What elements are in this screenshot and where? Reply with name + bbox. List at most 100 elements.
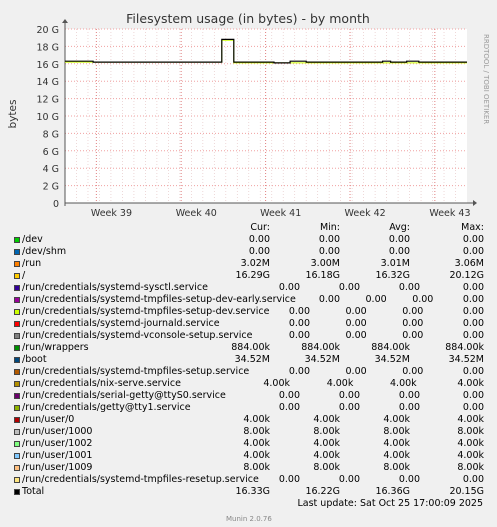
legend-swatch: [14, 309, 20, 315]
x-tick-label: Week 42: [345, 208, 386, 219]
legend-swatch: [14, 321, 20, 327]
y-axis-label: bytes: [7, 100, 19, 129]
legend-value-avg: 4.00k: [383, 438, 410, 449]
legend-row: /run/credentials/systemd-vconsole-setup.…: [0, 330, 497, 342]
legend-series-name: /run/user/1000: [22, 426, 93, 437]
legend-header-cur: Cur:: [250, 222, 270, 233]
legend-value-cur: 4.00k: [243, 450, 270, 461]
y-tick-label: 16 G: [37, 60, 59, 71]
legend-value-cur: 0.00: [248, 234, 270, 245]
legend-value-min: 0.00: [338, 474, 360, 485]
legend-value-max: 4.00k: [457, 414, 484, 425]
legend-series-name: /dev: [22, 234, 43, 245]
legend-row: /run/credentials/systemd-tmpfiles-setup-…: [0, 294, 497, 306]
legend-value-max: 4.00k: [457, 378, 484, 389]
legend-swatch: [14, 453, 20, 459]
legend-value-avg: 0.00: [388, 234, 410, 245]
legend-value-min: 34.52M: [304, 354, 340, 365]
legend-value-max: 20.12G: [449, 270, 484, 281]
legend-value-cur: 0.00: [288, 318, 310, 329]
legend-value-max: 884.00k: [445, 342, 484, 353]
legend-value-max: 4.00k: [457, 438, 484, 449]
y-tick-label: 8 G: [43, 129, 59, 140]
legend-value-min: 4.00k: [313, 414, 340, 425]
legend-swatch: [14, 417, 20, 423]
legend-value-min: 4.00k: [326, 378, 354, 389]
legend-value-min: 8.00k: [313, 426, 340, 437]
legend-swatch: [14, 357, 20, 363]
legend-value-min: 0.00: [345, 366, 367, 377]
legend-value-min: 16.22G: [305, 486, 340, 497]
legend-value-max: 0.00: [462, 402, 484, 413]
legend-swatch: [14, 237, 20, 243]
legend-value-cur: 0.00: [278, 390, 300, 401]
legend-series-name: /run: [22, 258, 42, 269]
legend-series-name: /boot: [22, 354, 47, 365]
legend-value-max: 0.00: [462, 234, 484, 245]
legend-swatch: [14, 429, 20, 435]
legend-value-max: 0.00: [462, 282, 484, 293]
y-tick-label: 0: [53, 199, 59, 210]
legend-value-cur: 0.00: [288, 330, 310, 341]
legend-value-max: 0.00: [462, 366, 484, 377]
legend-swatch: [14, 393, 20, 399]
legend-series-name: /run/credentials/systemd-tmpfiles-setup-…: [22, 294, 296, 305]
legend-value-avg: 0.00: [388, 246, 410, 257]
legend-value-cur: 884.00k: [231, 342, 270, 353]
x-tick-label: Week 41: [260, 208, 301, 219]
legend-row: /run/user/1001 4.00k 4.00k 4.00k 4.00k: [0, 450, 497, 462]
series-line-total: [65, 38, 467, 64]
legend-row: / 16.29G 16.18G 16.32G 20.12G: [0, 270, 497, 282]
legend-series-name: /run/credentials/systemd-journald.servic…: [22, 318, 220, 329]
legend-value-avg: 4.00k: [383, 450, 410, 461]
legend-value-min: 0.00: [318, 246, 340, 257]
legend-value-min: 0.00: [345, 318, 367, 329]
legend-value-avg: 4.00k: [383, 414, 410, 425]
y-tick-label: 4 G: [43, 164, 59, 175]
legend-value-cur: 4.00k: [263, 378, 290, 389]
legend-value-avg: 34.52M: [374, 354, 410, 365]
y-tick-label: 20 G: [37, 25, 59, 36]
legend-row: /run/credentials/serial-getty@ttyS0.serv…: [0, 390, 497, 402]
legend-swatch: [14, 381, 20, 387]
legend-swatch: [14, 441, 20, 447]
legend-value-cur: 4.00k: [243, 414, 270, 425]
last-update: Last update: Sat Oct 25 17:00:09 2025: [297, 498, 483, 509]
legend-swatch: [14, 465, 20, 471]
legend-value-cur: 16.33G: [235, 486, 270, 497]
legend-value-cur: 8.00k: [243, 462, 270, 473]
legend-value-avg: 4.00k: [390, 378, 417, 389]
legend-series-name: /dev/shm: [22, 246, 67, 257]
legend-header-avg: Avg:: [389, 222, 410, 233]
legend-series-name: /run/credentials/systemd-sysctl.service: [22, 282, 208, 293]
x-axis-arrow: [473, 200, 477, 206]
rrdtool-watermark: RRDTOOL / TOBI OETIKER: [482, 34, 490, 124]
legend-swatch: [14, 369, 20, 375]
legend-row: /run/user/1009 8.00k 8.00k 8.00k 8.00k: [0, 462, 497, 474]
legend-value-max: 0.00: [462, 474, 484, 485]
y-axis-arrow: [62, 19, 68, 23]
legend-series-name: /run/user/0: [22, 414, 75, 425]
legend-row: /run/user/0 4.00k 4.00k 4.00k 4.00k: [0, 414, 497, 426]
legend-value-max: 3.06M: [454, 258, 484, 269]
legend-value-min: 4.00k: [313, 438, 340, 449]
legend-value-max: 34.52M: [448, 354, 484, 365]
legend-series-name: Total: [22, 486, 45, 497]
legend-swatch: [14, 489, 20, 495]
munin-version: Munin 2.0.76: [226, 515, 272, 523]
legend-value-avg: 0.00: [402, 366, 424, 377]
legend-header-max: Max:: [461, 222, 484, 233]
legend-row: /run/user/1000 8.00k 8.00k 8.00k 8.00k: [0, 426, 497, 438]
legend-value-max: 20.15G: [449, 486, 484, 497]
legend-series-name: /: [22, 270, 26, 281]
legend-value-avg: 884.00k: [371, 342, 410, 353]
y-tick-label: 6 G: [43, 147, 59, 158]
legend-value-min: 3.00M: [310, 258, 340, 269]
legend-header-min: Min:: [319, 222, 340, 233]
legend-value-avg: 0.00: [398, 282, 420, 293]
legend-value-avg: 0.00: [398, 390, 420, 401]
legend-value-max: 4.00k: [457, 450, 484, 461]
legend-row: /dev 0.00 0.00 0.00 0.00: [0, 234, 497, 246]
legend-value-cur: 0.00: [278, 282, 300, 293]
